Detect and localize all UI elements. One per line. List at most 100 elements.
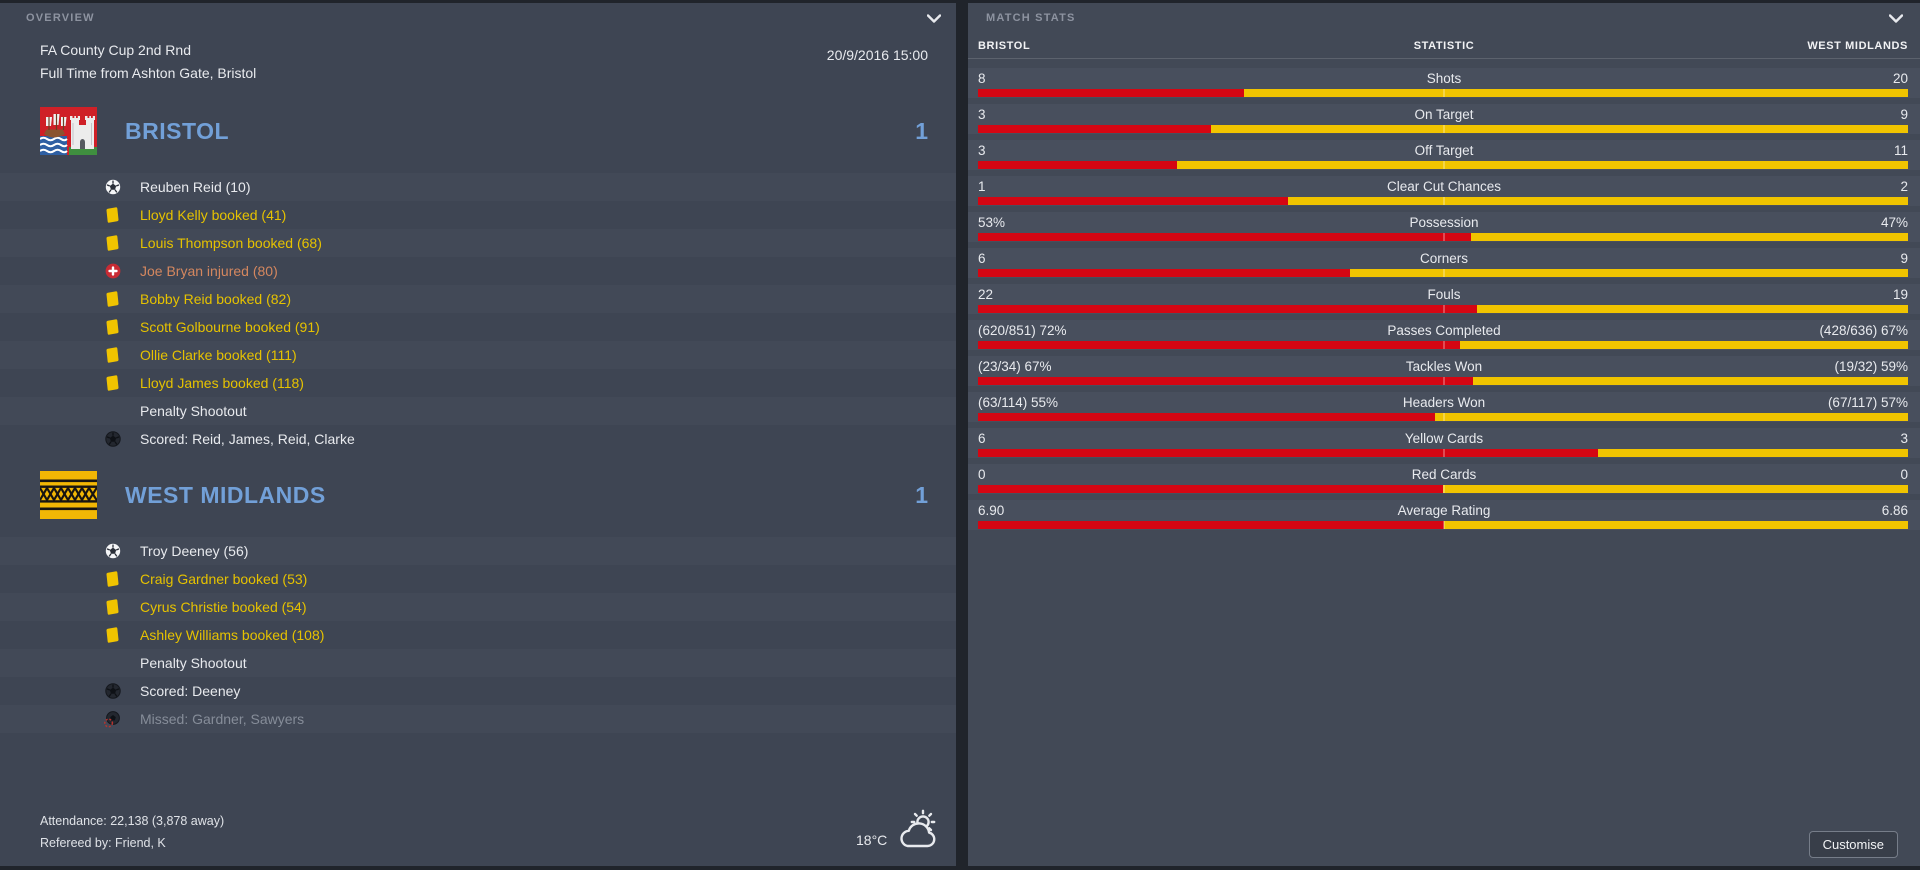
event-text: Lloyd Kelly booked (41) [140, 207, 287, 223]
teams-section: BRISTOL 1 Reuben Reid (10) Lloyd Kelly book… [0, 107, 956, 733]
stat-row: (620/851) 72% Passes Completed (428/636) 6… [968, 320, 1920, 350]
event-text: Craig Gardner booked (53) [140, 571, 308, 587]
stat-away-value: 9 [1900, 251, 1908, 266]
competition-name: FA County Cup 2nd Rnd [40, 42, 191, 58]
stat-home-value: (63/114) 55% [978, 395, 1059, 410]
event-text: Lloyd James booked (118) [140, 375, 304, 391]
match-stats-collapse-chevron-down-icon[interactable] [1888, 10, 1904, 26]
team-header-west-midlands: WEST MIDLANDS 1 [0, 471, 956, 519]
stat-comparison-bar [978, 305, 1908, 313]
stat-line: (63/114) 55% Headers Won (67/117) 57% [968, 392, 1920, 413]
stat-label: Off Target [1414, 143, 1474, 158]
stat-label: Possession [1409, 215, 1479, 230]
stat-bar-home [978, 161, 1178, 169]
event-row: Cyrus Christie booked (54) [0, 593, 956, 621]
stat-home-value: 1 [978, 179, 986, 194]
team-name-bristol[interactable]: BRISTOL [125, 117, 230, 144]
away-column-header: WEST MIDLANDS [1807, 39, 1908, 52]
stat-comparison-bar [978, 521, 1908, 529]
stat-away-value: 9 [1900, 107, 1908, 122]
stat-comparison-bar [978, 89, 1908, 97]
event-row: Lloyd Kelly booked (41) [0, 201, 956, 229]
stat-line: 53% Possession 47% [968, 212, 1920, 233]
stat-row: (63/114) 55% Headers Won (67/117) 57% [968, 392, 1920, 422]
stat-bar-away [1477, 305, 1908, 313]
west-midlands-club-badge [39, 471, 98, 519]
stat-home-value: 6.90 [978, 503, 1005, 518]
weather-box: 18°C [856, 809, 943, 856]
event-text: Ollie Clarke booked (111) [140, 347, 297, 363]
stat-bar-away [1177, 161, 1908, 169]
stat-bar-away [1472, 377, 1908, 385]
event-text: Joe Bryan injured (80) [140, 263, 278, 279]
attendance-text: Attendance: 22,138 (3,878 away) [40, 814, 225, 828]
event-row: Craig Gardner booked (53) [0, 565, 956, 593]
stat-label: Yellow Cards [1404, 431, 1484, 446]
stat-bar-away [1598, 449, 1908, 457]
match-status-line: Full Time from Ashton Gate, Bristol [40, 65, 257, 81]
stat-away-value: 47% [1880, 215, 1908, 230]
stat-label: Clear Cut Chances [1386, 179, 1502, 194]
yellow-card-icon [104, 627, 121, 644]
stat-bar-home [978, 413, 1435, 421]
stat-comparison-bar [978, 449, 1908, 457]
no-icon [104, 655, 121, 672]
stat-line: 8 Shots 20 [968, 68, 1920, 89]
stat-home-value: (23/34) 67% [978, 359, 1052, 374]
stat-comparison-bar [978, 233, 1908, 241]
stat-bar-home [978, 449, 1599, 457]
match-footer-info: Attendance: 22,138 (3,878 away) Refereed… [40, 810, 224, 854]
event-row: Louis Thompson booked (68) [0, 229, 956, 257]
stat-away-value: 2 [1900, 179, 1908, 194]
event-row: Scott Golbourne booked (91) [0, 313, 956, 341]
home-column-header: BRISTOL [978, 39, 1031, 52]
yellow-card-icon [104, 291, 121, 308]
event-row: Scored: Deeney [0, 677, 956, 705]
event-row: Joe Bryan injured (80) [0, 257, 956, 285]
event-row: Lloyd James booked (118) [0, 369, 956, 397]
stat-line: (620/851) 72% Passes Completed (428/636) 6… [968, 320, 1920, 341]
stat-bar-away [1443, 485, 1908, 493]
no-icon [104, 403, 121, 420]
event-text: Scored: Deeney [140, 683, 241, 699]
stat-bar-away [1287, 197, 1908, 205]
stat-label: Shots [1426, 71, 1462, 86]
stat-label: Red Cards [1411, 467, 1477, 482]
event-text: Scored: Reid, James, Reid, Clarke [140, 431, 355, 447]
stat-comparison-bar [978, 377, 1908, 385]
stat-home-value: 6 [978, 431, 986, 446]
stat-row: 53% Possession 47% [968, 212, 1920, 242]
injury-icon [104, 263, 121, 280]
stat-home-value: 0 [978, 467, 986, 482]
goal-icon [104, 543, 121, 560]
stat-line: 6.90 Average Rating 6.86 [968, 500, 1920, 521]
yellow-card-icon [104, 235, 121, 252]
stat-home-value: 53% [978, 215, 1006, 230]
stat-bar-home [978, 341, 1460, 349]
stat-comparison-bar [978, 125, 1908, 133]
stat-label: On Target [1414, 107, 1474, 122]
yellow-card-icon [104, 347, 121, 364]
stat-line: 22 Fouls 19 [968, 284, 1920, 305]
stat-bar-home [978, 485, 1443, 493]
customise-button[interactable]: Customise [1808, 831, 1898, 858]
overview-collapse-chevron-down-icon[interactable] [926, 10, 942, 26]
event-text: Penalty Shootout [140, 655, 247, 671]
event-row: Ollie Clarke booked (111) [0, 341, 956, 369]
event-row: Bobby Reid booked (82) [0, 285, 956, 313]
stat-line: 0 Red Cards 0 [968, 464, 1920, 485]
stat-line: 6 Corners 9 [968, 248, 1920, 269]
event-text: Troy Deeney (56) [140, 543, 249, 559]
yellow-card-icon [104, 319, 121, 336]
stat-bar-away [1443, 521, 1908, 529]
stat-label: Tackles Won [1405, 359, 1483, 374]
match-stats-title: MATCH STATS [986, 12, 1076, 24]
stat-home-value: 3 [978, 107, 986, 122]
team-name-west-midlands[interactable]: WEST MIDLANDS [125, 481, 326, 508]
penalty-missed-icon [104, 710, 121, 728]
stat-bar-away [1470, 233, 1908, 241]
stat-home-value: 8 [978, 71, 986, 86]
stat-row: 3 On Target 9 [968, 104, 1920, 134]
yellow-card-icon [104, 599, 121, 616]
